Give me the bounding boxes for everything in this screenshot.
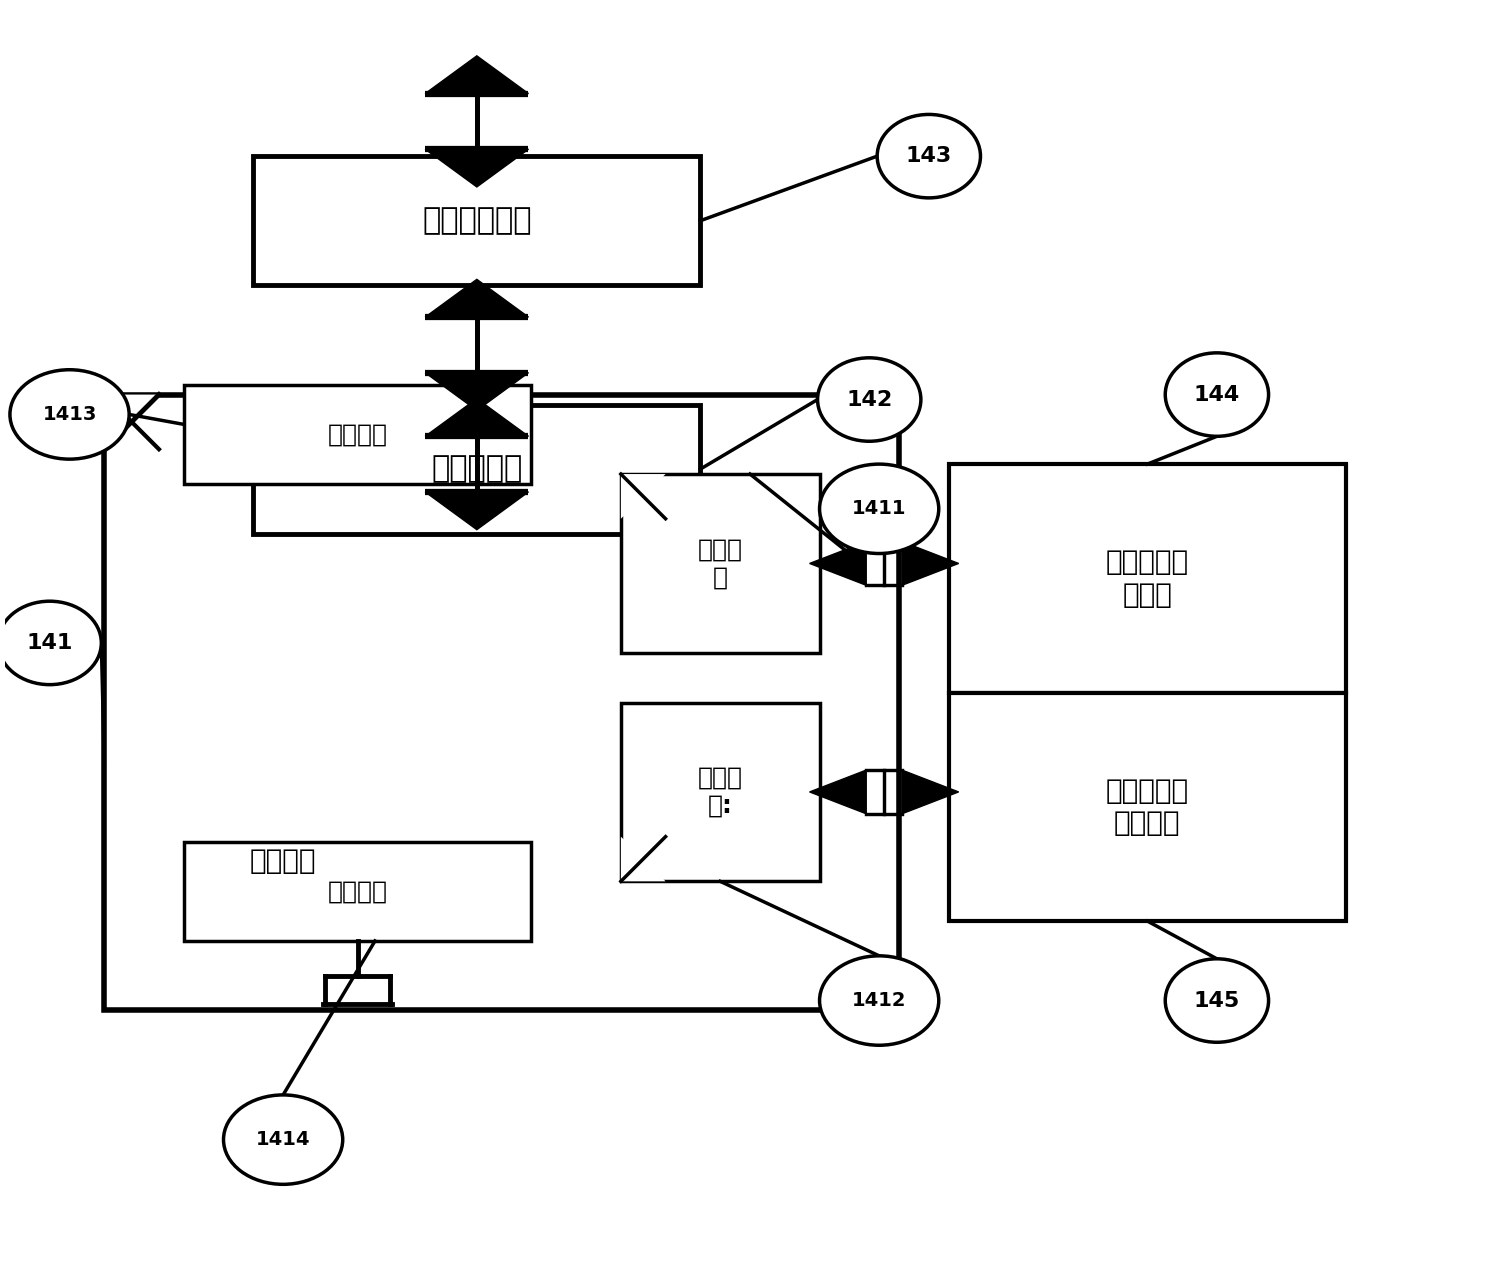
Polygon shape [104,394,159,450]
Ellipse shape [1166,352,1268,436]
Ellipse shape [877,115,981,198]
Text: 存储接
口:: 存储接 口: [698,767,743,818]
Polygon shape [902,542,958,585]
Text: 1413: 1413 [42,405,96,424]
Text: 总线接口: 总线接口 [328,879,388,903]
Bar [253,157,701,285]
Polygon shape [426,373,528,410]
Polygon shape [809,770,866,813]
Polygon shape [621,474,666,519]
Text: 145: 145 [1194,990,1239,1010]
Text: 无线通讯模块: 无线通讯模块 [423,206,531,235]
Ellipse shape [820,464,938,553]
Polygon shape [426,279,528,317]
Text: 1412: 1412 [851,991,907,1010]
Bar [949,692,1346,921]
Text: 总线接口: 总线接口 [328,422,388,446]
Bar [183,385,531,484]
Text: 微处理器: 微处理器 [250,847,316,875]
Bar [253,404,701,534]
Text: 144: 144 [1194,384,1239,404]
Polygon shape [902,770,958,813]
Bar [183,841,531,941]
Ellipse shape [818,357,920,441]
Polygon shape [426,399,528,436]
Ellipse shape [0,601,101,685]
Bar [949,464,1346,692]
Text: 1411: 1411 [851,499,907,518]
Text: 存储接
口: 存储接 口 [698,538,743,590]
Text: 非易挥发性
存储模块: 非易挥发性 存储模块 [1105,777,1190,837]
Bar [621,702,820,882]
Ellipse shape [1166,959,1268,1042]
Text: 143: 143 [905,147,952,167]
Bar [104,394,899,1010]
Polygon shape [426,149,528,187]
Ellipse shape [224,1095,343,1185]
Text: 易挥发性存
储模块: 易挥发性存 储模块 [1105,548,1190,609]
Polygon shape [104,394,159,450]
Ellipse shape [11,370,129,460]
Text: 电平转换器: 电平转换器 [432,455,522,484]
Text: 141: 141 [27,633,72,653]
Ellipse shape [820,956,938,1046]
Text: 1414: 1414 [256,1130,310,1149]
Bar [621,474,820,653]
Text: 142: 142 [847,389,892,409]
Polygon shape [809,542,866,585]
Polygon shape [426,56,528,93]
Polygon shape [426,491,528,529]
Polygon shape [621,836,666,882]
